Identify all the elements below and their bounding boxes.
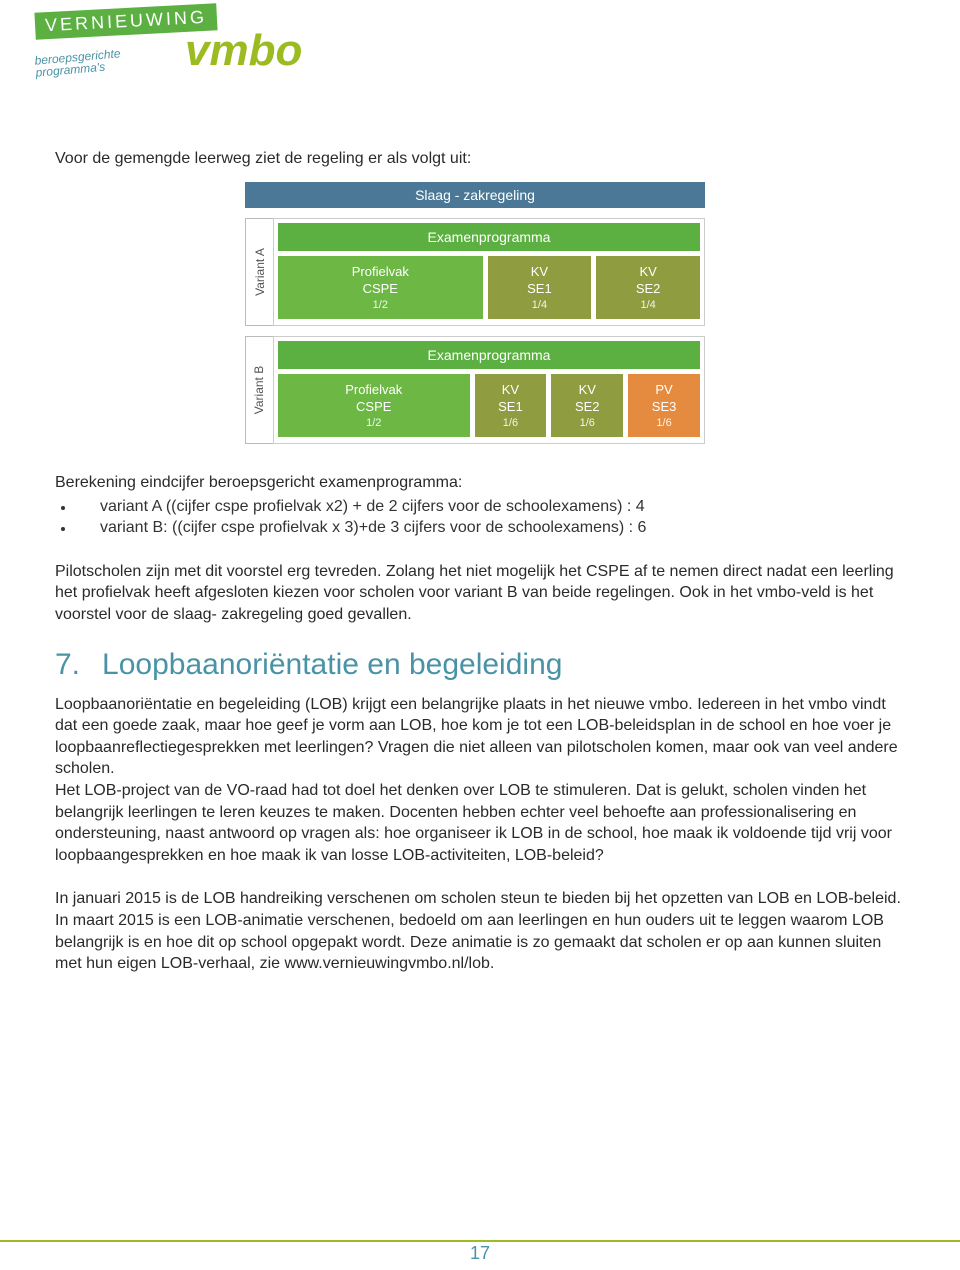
block-fraction: 1/4	[602, 299, 694, 313]
block-fraction: 1/6	[557, 417, 617, 431]
variant-body: ExamenprogrammaProfielvakCSPE1/2KVSE11/6…	[273, 336, 705, 444]
block-1-2: KVSE2 1/6	[551, 374, 623, 437]
block-code: CSPE	[284, 399, 464, 415]
variant-row-1: Variant B Examenprogramma ProfielvakCSPE 1/…	[245, 336, 705, 444]
pilotscholen-paragraph: Pilotscholen zijn met dit voorstel erg t…	[55, 561, 905, 626]
footer-divider	[0, 1240, 960, 1242]
block-code: SE1	[494, 281, 586, 297]
block-0-0: ProfielvakCSPE 1/2	[278, 256, 483, 319]
exam-header: Examenprogramma	[278, 341, 700, 369]
calc-bullet-list: variant A ((cijfer cspe profielvak x2) +…	[85, 496, 905, 539]
variant-row-0: Variant A Examenprogramma ProfielvakCSPE 1/…	[245, 218, 705, 326]
logo: VERNIEUWING beroepsgerichte programma's …	[35, 8, 275, 98]
block-1-1: KVSE1 1/6	[475, 374, 547, 437]
block-fraction: 1/4	[494, 299, 586, 313]
block-0-1: KVSE1 1/4	[488, 256, 592, 319]
block-name: Profielvak	[284, 264, 477, 280]
block-0-2: KVSE2 1/4	[596, 256, 700, 319]
variant-label-col: Variant A	[245, 218, 273, 326]
exam-header: Examenprogramma	[278, 223, 700, 251]
block-fraction: 1/2	[284, 417, 464, 431]
block-fraction: 1/6	[481, 417, 541, 431]
calc-bullet-1: variant B: ((cijfer cspe profielvak x 3)…	[75, 517, 905, 539]
section-7-heading: 7. Loopbaanoriëntatie en begeleiding	[55, 648, 905, 682]
block-name: Profielvak	[284, 382, 464, 398]
calc-heading: Berekening eindcijfer beroepsgericht exa…	[55, 472, 905, 494]
page-number: 17	[0, 1243, 960, 1264]
calc-bullet-0: variant A ((cijfer cspe profielvak x2) +…	[75, 496, 905, 518]
section-7-title: Loopbaanoriëntatie en begeleiding	[102, 648, 562, 681]
block-fraction: 1/2	[284, 299, 477, 313]
variant-label-col: Variant B	[245, 336, 273, 444]
logo-subtitle: beroepsgerichte programma's	[34, 47, 122, 78]
block-1-3: PVSE3 1/6	[628, 374, 700, 437]
section-7-number: 7.	[55, 648, 80, 681]
block-fraction: 1/6	[634, 417, 694, 431]
section-7-p2: Het LOB-project van de VO-raad had tot d…	[55, 780, 905, 866]
block-1-0: ProfielvakCSPE 1/2	[278, 374, 470, 437]
variant-label: Variant A	[253, 248, 267, 296]
block-code: SE2	[557, 399, 617, 415]
block-code: SE2	[602, 281, 694, 297]
logo-vmbo: vmbo	[185, 26, 302, 76]
block-code: CSPE	[284, 281, 477, 297]
intro-paragraph: Voor de gemengde leerweg ziet de regelin…	[55, 148, 905, 170]
block-code: SE1	[481, 399, 541, 415]
section-7-p3: In januari 2015 is de LOB handreiking ve…	[55, 888, 905, 974]
variant-body: ExamenprogrammaProfielvakCSPE1/2KVSE11/4…	[273, 218, 705, 326]
blocks-row: ProfielvakCSPE1/2KVSE11/4KVSE21/4	[278, 256, 700, 319]
block-name: KV	[602, 264, 694, 280]
blocks-row: ProfielvakCSPE1/2KVSE11/6KVSE21/6PVSE31/…	[278, 374, 700, 437]
slaag-zakregeling-diagram: Slaag - zakregeling Variant A Examenprogr…	[245, 182, 705, 445]
block-name: KV	[557, 382, 617, 398]
block-code: SE3	[634, 399, 694, 415]
page-content: Voor de gemengde leerweg ziet de regelin…	[55, 148, 905, 975]
section-7-p1: Loopbaanoriëntatie en begeleiding (LOB) …	[55, 694, 905, 780]
variant-label: Variant B	[253, 366, 267, 414]
block-name: PV	[634, 382, 694, 398]
diagram-titlebar: Slaag - zakregeling	[245, 182, 705, 208]
block-name: KV	[481, 382, 541, 398]
block-name: KV	[494, 264, 586, 280]
